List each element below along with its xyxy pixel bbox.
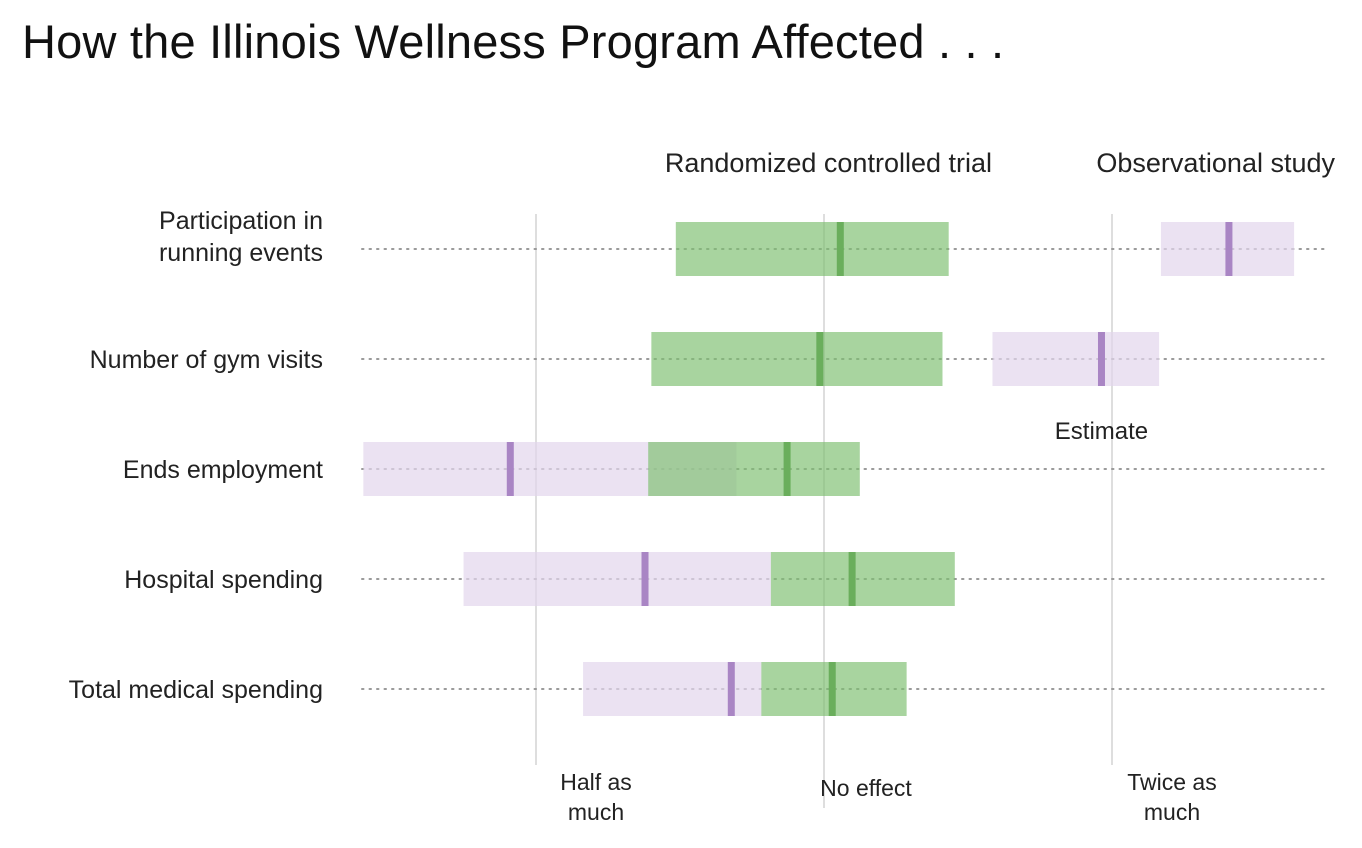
reference-label-1-0: No effect <box>820 775 912 801</box>
obs-interval-bar-1 <box>992 332 1160 386</box>
row-label-1-0: Number of gym visits <box>90 346 323 374</box>
reference-label-2-0: Twice as <box>1127 769 1216 795</box>
rct-interval-bar-1 <box>651 332 943 386</box>
rct-interval-bar-3 <box>770 552 955 606</box>
obs-estimate-mark-3 <box>641 552 649 606</box>
reference-label-2-1: much <box>1144 799 1200 825</box>
estimate-annotation: Estimate <box>1055 418 1148 445</box>
obs-estimate-mark-4 <box>727 662 735 716</box>
series-label-1: Observational study <box>1096 148 1335 178</box>
rct-estimate-mark-1 <box>816 332 824 386</box>
obs-estimate-mark-1 <box>1097 332 1105 386</box>
row-label-0-0: Participation in <box>159 207 323 235</box>
rct-estimate-mark-2 <box>783 442 791 496</box>
labels-layer: Half as much No effect Twice as much Randomiz… <box>69 148 1336 825</box>
obs-interval-bar-3 <box>463 552 771 606</box>
rct-estimate-mark-3 <box>848 552 856 606</box>
reference-label-0-0: Half as <box>560 769 632 795</box>
row-label-3-0: Hospital spending <box>124 566 323 594</box>
reference-lines-layer <box>535 214 1113 808</box>
row-label-0-1: running events <box>159 239 323 267</box>
series-label-0: Randomized controlled trial <box>665 148 992 178</box>
row-label-2-0: Ends employment <box>123 456 323 484</box>
rct-interval-bar-2 <box>648 442 860 496</box>
rct-estimate-mark-4 <box>828 662 836 716</box>
rct-estimate-mark-0 <box>836 222 844 276</box>
row-label-4-0: Total medical spending <box>69 676 323 704</box>
obs-estimate-mark-2 <box>506 442 514 496</box>
obs-estimate-mark-0 <box>1225 222 1233 276</box>
reference-label-0-1: much <box>568 799 624 825</box>
chart-title: How the Illinois Wellness Program Affect… <box>22 15 1005 68</box>
rct-interval-bar-0 <box>675 222 949 276</box>
interval-bars-layer <box>363 222 1295 716</box>
